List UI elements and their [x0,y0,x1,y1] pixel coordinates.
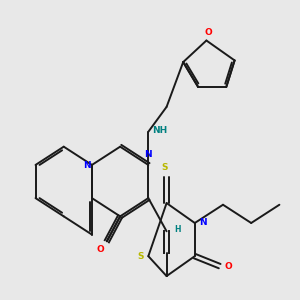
Text: O: O [96,244,104,253]
Text: N: N [145,150,152,159]
Text: N: N [199,218,206,227]
Text: H: H [174,225,180,234]
Text: O: O [225,262,232,271]
Text: S: S [162,163,168,172]
Text: NH: NH [152,126,168,135]
Text: S: S [138,252,144,261]
Text: N: N [83,161,90,170]
Text: O: O [204,28,212,37]
